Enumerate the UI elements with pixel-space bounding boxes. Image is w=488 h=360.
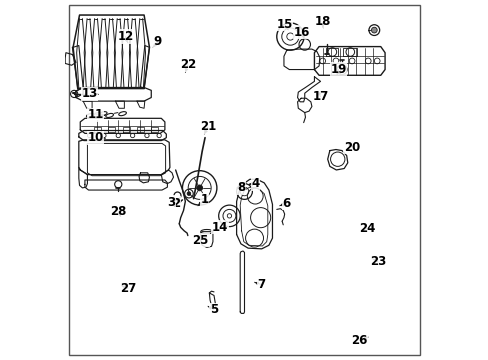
Text: 3: 3 [166, 196, 175, 209]
Circle shape [371, 27, 376, 33]
Text: 11: 11 [87, 108, 103, 121]
Text: 9: 9 [153, 35, 162, 49]
Text: 24: 24 [358, 222, 375, 235]
Circle shape [196, 185, 202, 191]
Text: 6: 6 [282, 197, 290, 210]
Text: 26: 26 [350, 334, 366, 347]
Text: 21: 21 [200, 121, 216, 134]
Text: 8: 8 [236, 181, 244, 194]
Text: 13: 13 [81, 87, 98, 100]
Text: 27: 27 [120, 282, 136, 295]
Text: 12: 12 [117, 30, 133, 43]
Text: 23: 23 [369, 255, 385, 268]
Text: 14: 14 [211, 221, 228, 234]
Text: 7: 7 [257, 278, 265, 291]
Text: 2: 2 [172, 197, 180, 210]
Text: 15: 15 [276, 18, 292, 31]
Text: 19: 19 [329, 63, 346, 76]
Text: 17: 17 [312, 90, 328, 103]
Text: 16: 16 [293, 26, 309, 39]
Text: 20: 20 [343, 140, 360, 153]
Text: 28: 28 [110, 205, 126, 218]
Text: 1: 1 [200, 193, 208, 206]
Text: 22: 22 [180, 58, 196, 71]
Text: 10: 10 [87, 131, 103, 144]
Circle shape [187, 192, 190, 195]
Text: 4: 4 [251, 177, 259, 190]
Text: 25: 25 [192, 234, 208, 247]
Text: 18: 18 [314, 15, 330, 28]
Text: 5: 5 [209, 303, 218, 316]
